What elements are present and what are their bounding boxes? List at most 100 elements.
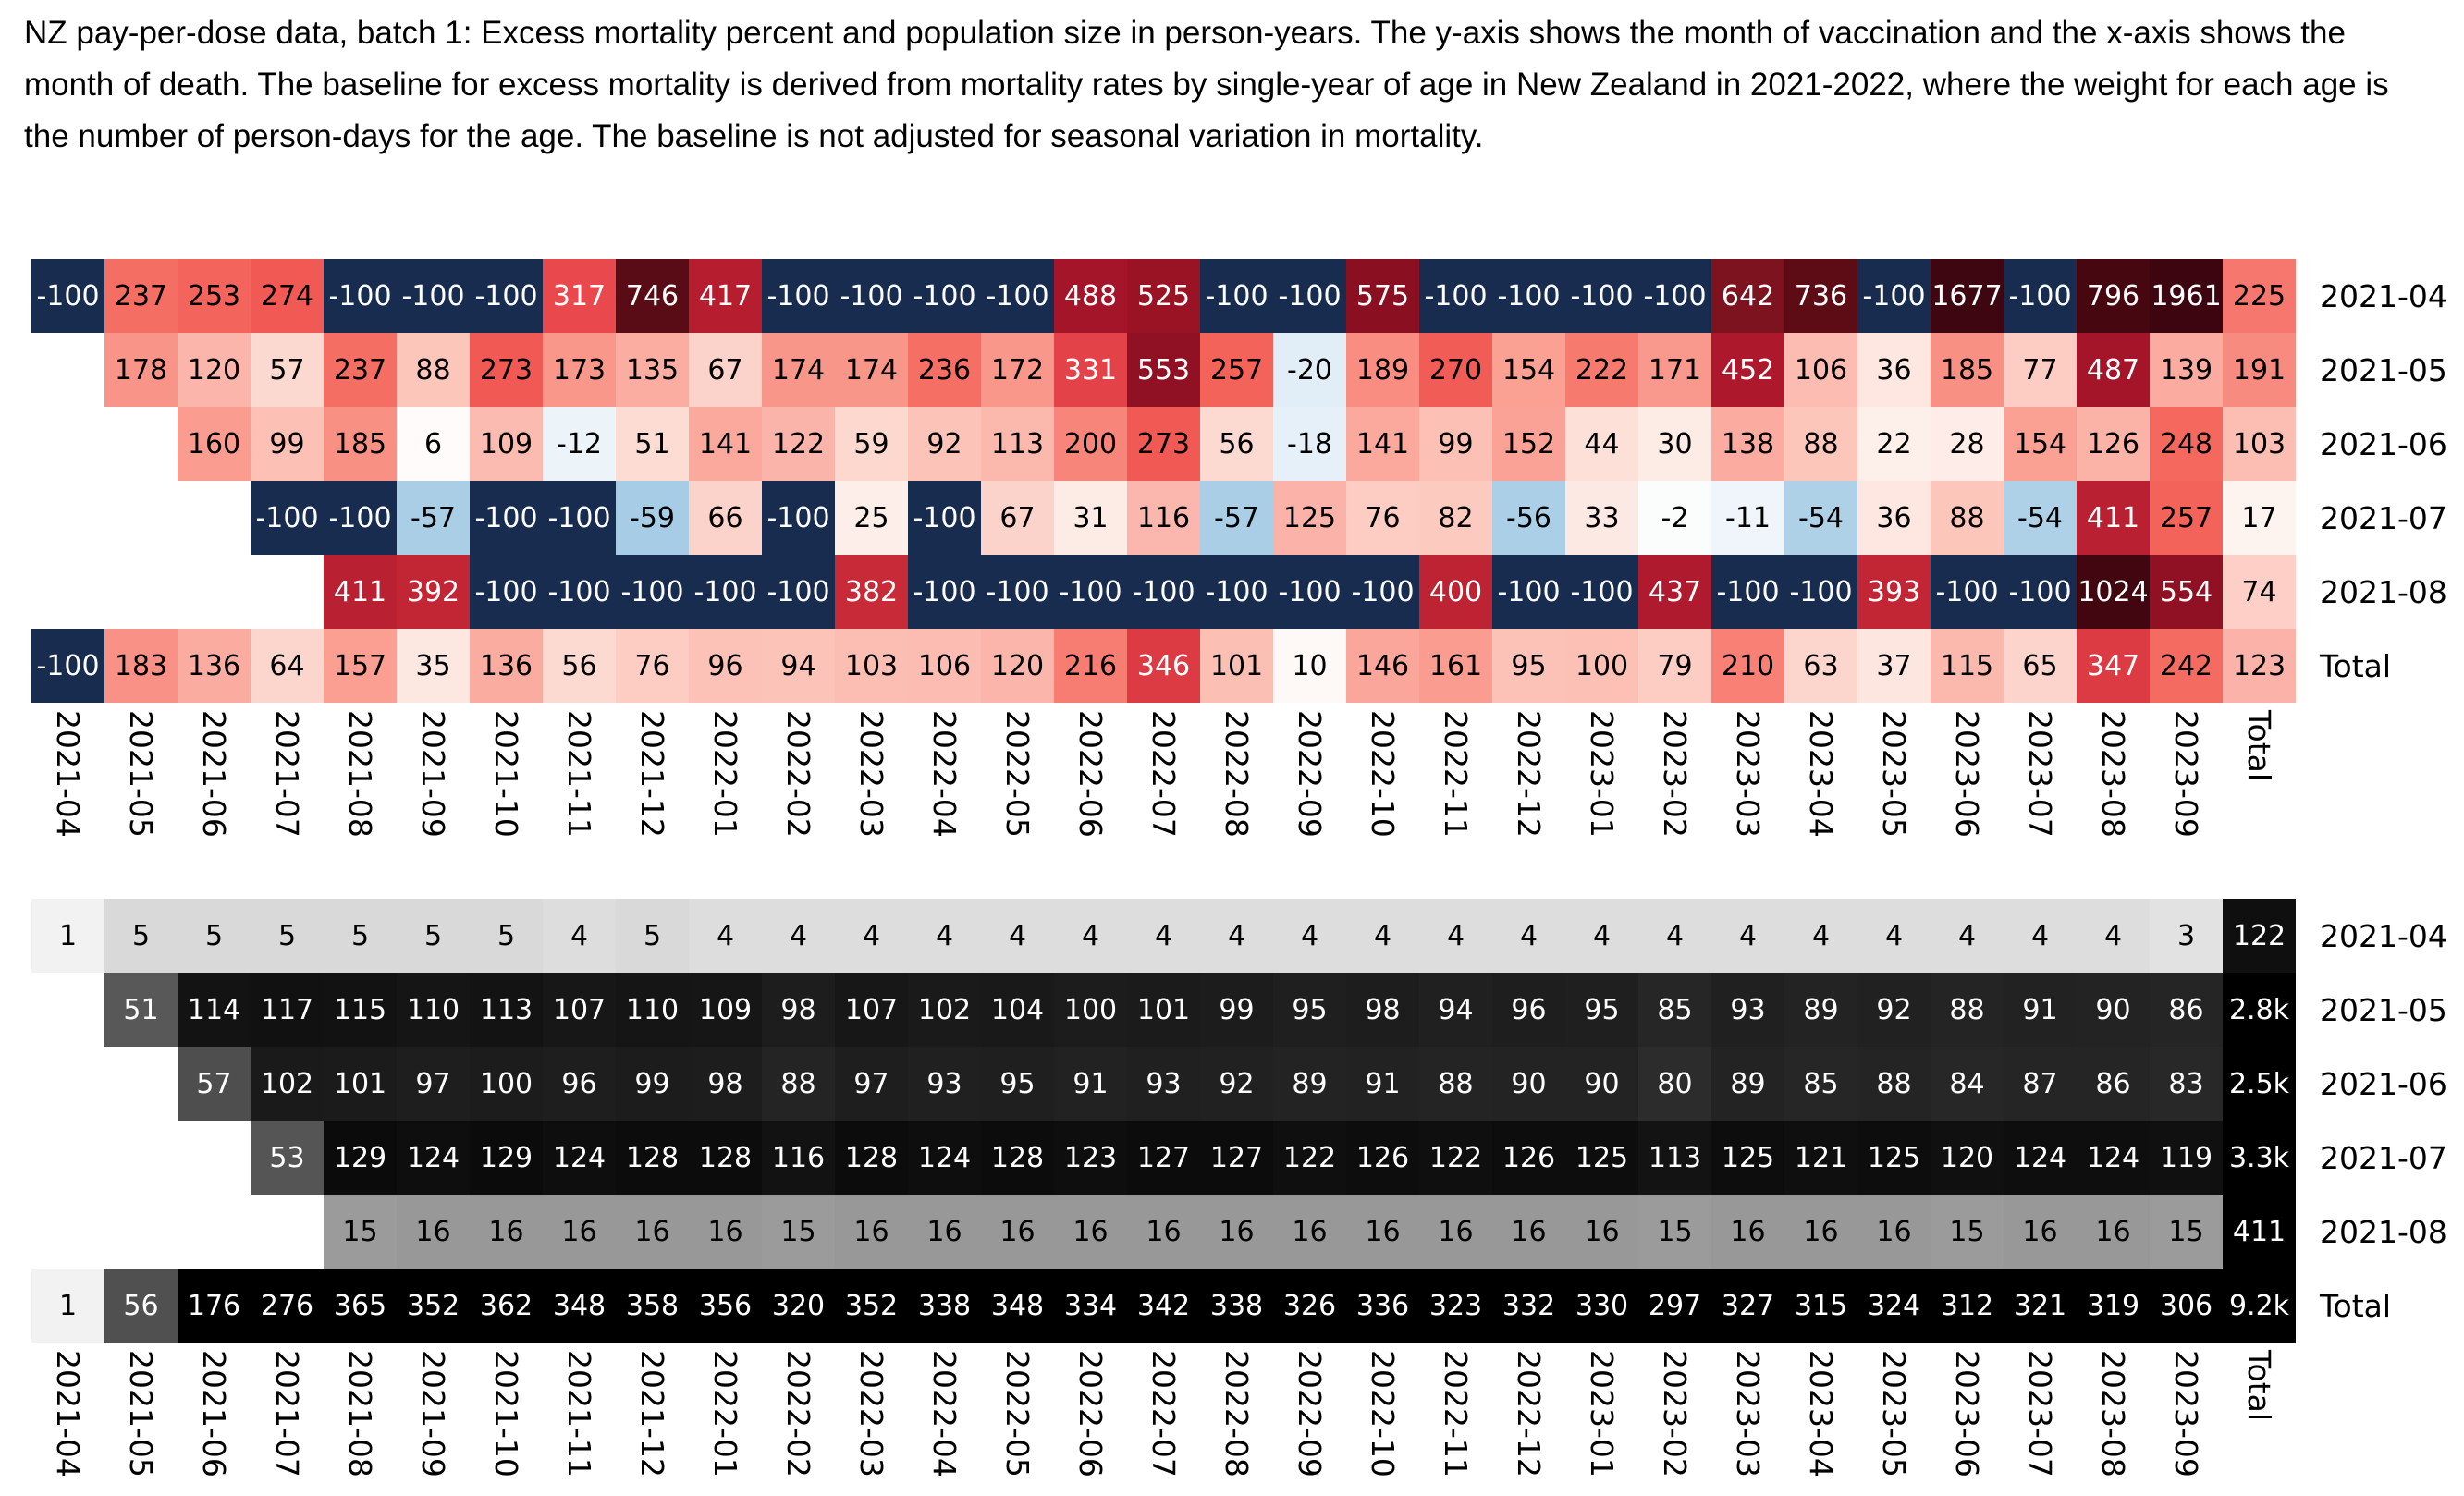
heatmap-cell: 35 bbox=[397, 629, 470, 703]
heatmap-cell: 141 bbox=[1346, 407, 1419, 481]
heatmap-cell: 56 bbox=[1200, 407, 1273, 481]
heatmap-cell: 88 bbox=[1931, 973, 2004, 1047]
heatmap-cell: -100 bbox=[1127, 555, 1200, 629]
heatmap-cell: 113 bbox=[470, 973, 543, 1047]
y-axis-label: 2021-05 bbox=[2320, 351, 2447, 388]
heatmap-cell: 101 bbox=[324, 1047, 397, 1121]
heatmap-cell: -100 bbox=[1054, 555, 1127, 629]
heatmap-cell: 146 bbox=[1346, 629, 1419, 703]
heatmap-cell: 320 bbox=[762, 1269, 835, 1343]
heatmap-cell: 77 bbox=[2004, 333, 2077, 407]
heatmap-cell: 100 bbox=[470, 1047, 543, 1121]
heatmap-cell: 100 bbox=[1565, 629, 1638, 703]
heatmap-cell: 338 bbox=[1200, 1269, 1273, 1343]
heatmap-cell: 4 bbox=[1931, 899, 2004, 973]
x-axis-label: 2023-05 bbox=[1876, 710, 1912, 838]
heatmap-row: 51 114 117 115 110 113 107 110 109 98 107 102 104 100… bbox=[31, 973, 2447, 1047]
heatmap-cell: 123 bbox=[1054, 1121, 1127, 1195]
heatmap-cell: -100 bbox=[762, 555, 835, 629]
heatmap-cell: 5 bbox=[178, 899, 251, 973]
heatmap-cell bbox=[104, 407, 178, 481]
x-axis-label: 2021-12 bbox=[634, 1350, 670, 1478]
heatmap-cell: 88 bbox=[762, 1047, 835, 1121]
x-axis-label: 2022-10 bbox=[1365, 710, 1401, 838]
heatmap-cell: 4 bbox=[1273, 899, 1346, 973]
heatmap-cell: 4 bbox=[1200, 899, 1273, 973]
heatmap-cell bbox=[178, 555, 251, 629]
heatmap-cell: 88 bbox=[1857, 1047, 1931, 1121]
x-axis-label: 2022-08 bbox=[1219, 1350, 1255, 1478]
heatmap-cell: 273 bbox=[470, 333, 543, 407]
heatmap-cell: -54 bbox=[1784, 481, 1857, 555]
heatmap-cell: 4 bbox=[908, 899, 981, 973]
heatmap-cell: 4 bbox=[1711, 899, 1784, 973]
heatmap-cell: 66 bbox=[689, 481, 762, 555]
heatmap-cell: 16 bbox=[1127, 1195, 1200, 1269]
heatmap-cell: 86 bbox=[2077, 1047, 2150, 1121]
heatmap-cell: 4 bbox=[689, 899, 762, 973]
heatmap-cell bbox=[104, 1121, 178, 1195]
heatmap-cell: 348 bbox=[981, 1269, 1054, 1343]
heatmap-cell: 129 bbox=[470, 1121, 543, 1195]
heatmap-cell: 125 bbox=[1565, 1121, 1638, 1195]
x-axis-label: 2021-05 bbox=[123, 710, 159, 838]
heatmap-cell: 487 bbox=[2077, 333, 2150, 407]
x-axis-label: 2023-06 bbox=[1949, 710, 1985, 838]
heatmap-cell: 97 bbox=[397, 1047, 470, 1121]
heatmap-cell: 3 bbox=[2150, 899, 2223, 973]
x-axis-label: 2022-05 bbox=[999, 1350, 1036, 1478]
heatmap-cell: 136 bbox=[178, 629, 251, 703]
heatmap-cell: 63 bbox=[1784, 629, 1857, 703]
heatmap-cell: 22 bbox=[1857, 407, 1931, 481]
x-axis-label: 2023-04 bbox=[1803, 710, 1839, 838]
heatmap-cell: 191 bbox=[2223, 333, 2296, 407]
heatmap-cell: -59 bbox=[616, 481, 689, 555]
x-axis-label: 2023-06 bbox=[1949, 1350, 1985, 1478]
x-axis-label: 2023-09 bbox=[2168, 710, 2204, 838]
heatmap-cell: 124 bbox=[908, 1121, 981, 1195]
heatmap-cell: 16 bbox=[2004, 1195, 2077, 1269]
heatmap-cell: 136 bbox=[470, 629, 543, 703]
heatmap-cell: 154 bbox=[1492, 333, 1565, 407]
heatmap-cell: 120 bbox=[1931, 1121, 2004, 1195]
heatmap-cell: 16 bbox=[1857, 1195, 1931, 1269]
heatmap-cell: -100 bbox=[762, 481, 835, 555]
heatmap-cell: -100 bbox=[1273, 555, 1346, 629]
heatmap-cell bbox=[178, 1121, 251, 1195]
x-axis-label: 2021-11 bbox=[561, 1350, 597, 1478]
heatmap-cell: -100 bbox=[1492, 555, 1565, 629]
heatmap-cell: 95 bbox=[981, 1047, 1054, 1121]
heatmap-cell: 4 bbox=[1419, 899, 1492, 973]
heatmap-cell: -100 bbox=[1711, 555, 1784, 629]
population-heatmap: 1 5 5 5 5 5 5 4 5 4 4 4 4 4 4 4 4 4 4 4 4 4 4 4 4 4 4 4 4 3 122 2021-04… bbox=[31, 899, 2447, 1343]
heatmap-cell: 358 bbox=[616, 1269, 689, 1343]
heatmap-row: 15 16 16 16 16 16 15 16 16 16 16 16 16 16 16 16 16 16 15 16… bbox=[31, 1195, 2447, 1269]
heatmap-row: -100 -100 -57 -100 -100 -59 66 -100 25 -100 67 31 11… bbox=[31, 481, 2447, 555]
heatmap-cell: 98 bbox=[1346, 973, 1419, 1047]
heatmap-cell: 400 bbox=[1419, 555, 1492, 629]
heatmap-cell: 306 bbox=[2150, 1269, 2223, 1343]
heatmap-cell: 5 bbox=[324, 899, 397, 973]
heatmap-cell: 28 bbox=[1931, 407, 2004, 481]
heatmap-cell: 237 bbox=[104, 259, 178, 333]
heatmap-cell: 4 bbox=[2004, 899, 2077, 973]
heatmap-cell: 36 bbox=[1857, 333, 1931, 407]
heatmap-cell: -100 bbox=[470, 555, 543, 629]
heatmap-cell: 57 bbox=[178, 1047, 251, 1121]
heatmap-cell: 5 bbox=[251, 899, 324, 973]
heatmap-cell: 200 bbox=[1054, 407, 1127, 481]
x-axis-label: 2023-07 bbox=[2022, 1350, 2058, 1478]
heatmap-cell: 392 bbox=[397, 555, 470, 629]
heatmap-cell: 16 bbox=[1419, 1195, 1492, 1269]
heatmap-cell: -100 bbox=[1784, 555, 1857, 629]
heatmap-cell bbox=[104, 1047, 178, 1121]
heatmap-cell: 51 bbox=[616, 407, 689, 481]
heatmap-cell: 59 bbox=[835, 407, 908, 481]
excess-mortality-x-axis: 2021-04 2021-05 2021-06 2021-07 2021-08 2021-… bbox=[31, 710, 2296, 838]
heatmap-cell: 16 bbox=[2077, 1195, 2150, 1269]
heatmap-cell: 185 bbox=[324, 407, 397, 481]
x-axis-label: 2022-10 bbox=[1365, 1350, 1401, 1478]
x-axis-label: 2023-01 bbox=[1584, 1350, 1620, 1478]
heatmap-cell: 93 bbox=[908, 1047, 981, 1121]
heatmap-cell: -100 bbox=[1200, 555, 1273, 629]
